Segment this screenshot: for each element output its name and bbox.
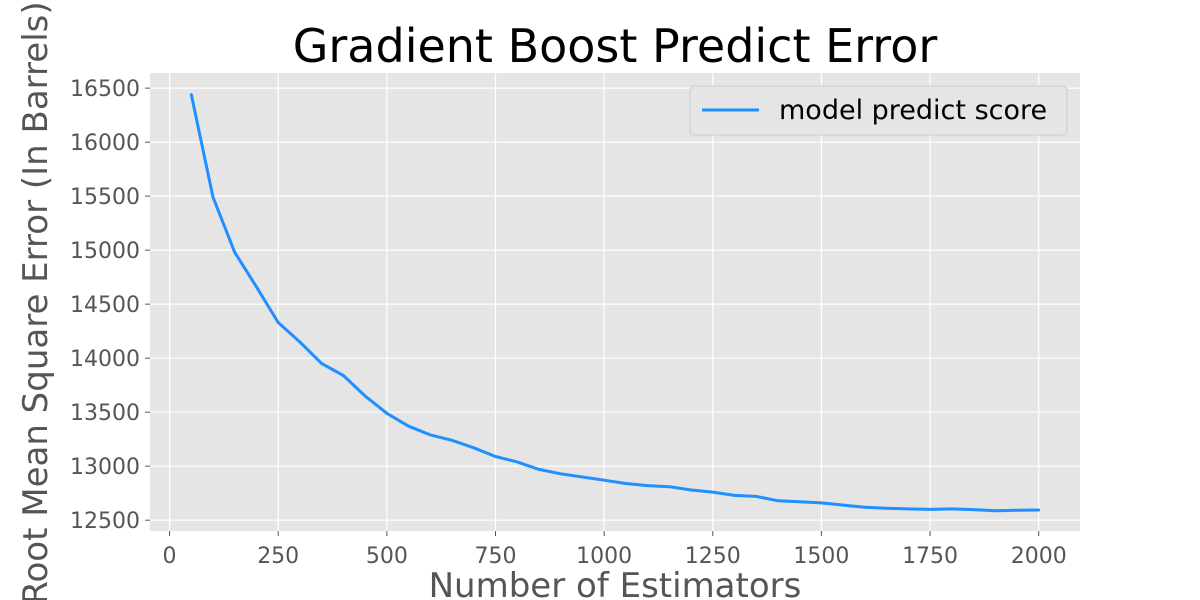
x-tick-label: 1250 (685, 544, 741, 569)
y-tick-label: 12500 (70, 509, 140, 534)
y-tick-label: 15000 (70, 239, 140, 264)
series-line (189, 93, 1041, 513)
x-tick-label: 2000 (1011, 544, 1067, 569)
y-tick-label: 13000 (70, 455, 140, 480)
legend-box (689, 85, 1068, 136)
x-axis: 0 250 500 750 1000 1250 1500 1750 2000 (163, 531, 1067, 569)
y-axis: 12500 13000 13500 14000 14500 15000 15500 16000… (70, 77, 150, 534)
y-tick-label: 14000 (70, 347, 140, 372)
y-axis-label: Root Mean Square Error (In Barrels) (16, 1, 56, 600)
x-tick-label: 1500 (793, 544, 849, 569)
x-tick-label: 1000 (576, 544, 632, 569)
y-tick-label: 16500 (70, 77, 140, 102)
y-tick-label: 13500 (70, 401, 140, 426)
x-tick-label: 500 (366, 544, 408, 569)
chart-title: Gradient Boost Predict Error (293, 19, 938, 73)
legend-label: model predict score (779, 95, 1047, 126)
x-tick-label: 750 (474, 544, 516, 569)
plot-area (150, 73, 1080, 531)
x-axis-label: Number of Estimators (429, 566, 802, 600)
y-tick-label: 14500 (70, 293, 140, 318)
x-tick-label: 1750 (902, 544, 958, 569)
series-layer (189, 93, 1041, 513)
x-tick-label: 0 (163, 544, 177, 569)
y-tick-label: 16000 (70, 131, 140, 156)
y-tick-label: 15500 (70, 185, 140, 210)
x-tick-label: 250 (257, 544, 299, 569)
legend: model predict score (689, 85, 1068, 136)
grid (150, 73, 1080, 531)
